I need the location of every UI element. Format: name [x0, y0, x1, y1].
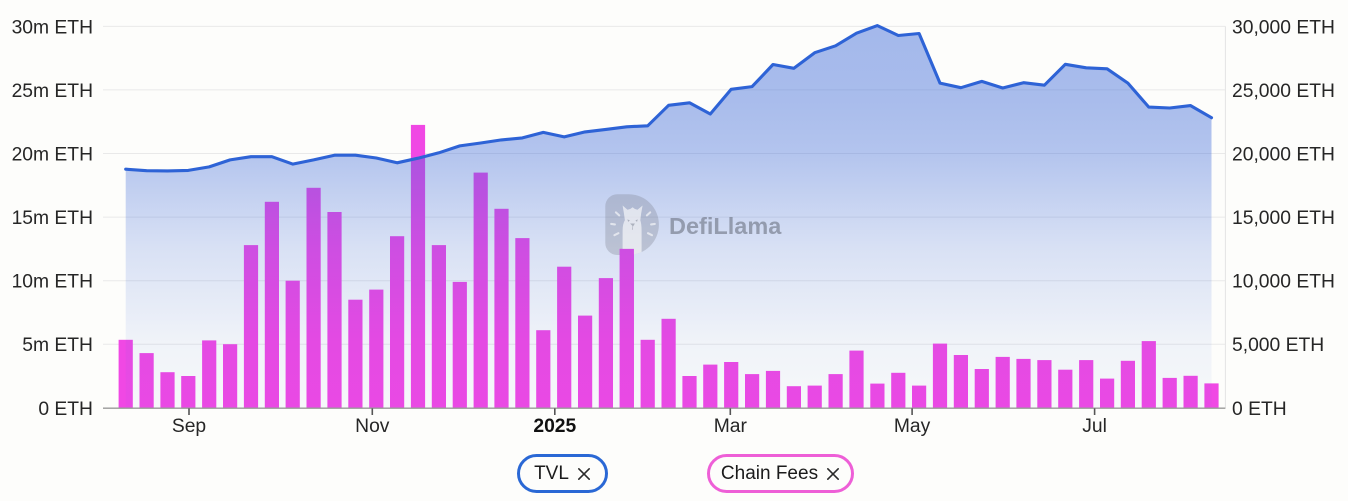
svg-text:30m ETH: 30m ETH [12, 17, 93, 38]
svg-text:5m ETH: 5m ETH [22, 335, 93, 356]
svg-text:2025: 2025 [533, 416, 576, 437]
svg-text:0 ETH: 0 ETH [38, 399, 93, 420]
svg-text:30,000 ETH: 30,000 ETH [1232, 17, 1335, 38]
svg-text:DefiLlama: DefiLlama [669, 213, 782, 239]
svg-text:Sep: Sep [172, 416, 206, 437]
svg-text:0 ETH: 0 ETH [1232, 399, 1287, 420]
svg-text:25,000 ETH: 25,000 ETH [1232, 81, 1335, 102]
svg-text:Nov: Nov [355, 416, 390, 437]
svg-text:15m ETH: 15m ETH [12, 208, 93, 229]
svg-text:May: May [894, 416, 931, 437]
svg-text:10m ETH: 10m ETH [12, 272, 93, 293]
svg-text:20,000 ETH: 20,000 ETH [1232, 145, 1335, 166]
svg-text:20m ETH: 20m ETH [12, 145, 93, 166]
svg-text:Mar: Mar [714, 416, 748, 437]
svg-text:10,000 ETH: 10,000 ETH [1232, 272, 1335, 293]
svg-text:25m ETH: 25m ETH [12, 81, 93, 102]
svg-text:5,000 ETH: 5,000 ETH [1232, 335, 1324, 356]
svg-text:Jul: Jul [1082, 416, 1107, 437]
svg-text:15,000 ETH: 15,000 ETH [1232, 208, 1335, 229]
